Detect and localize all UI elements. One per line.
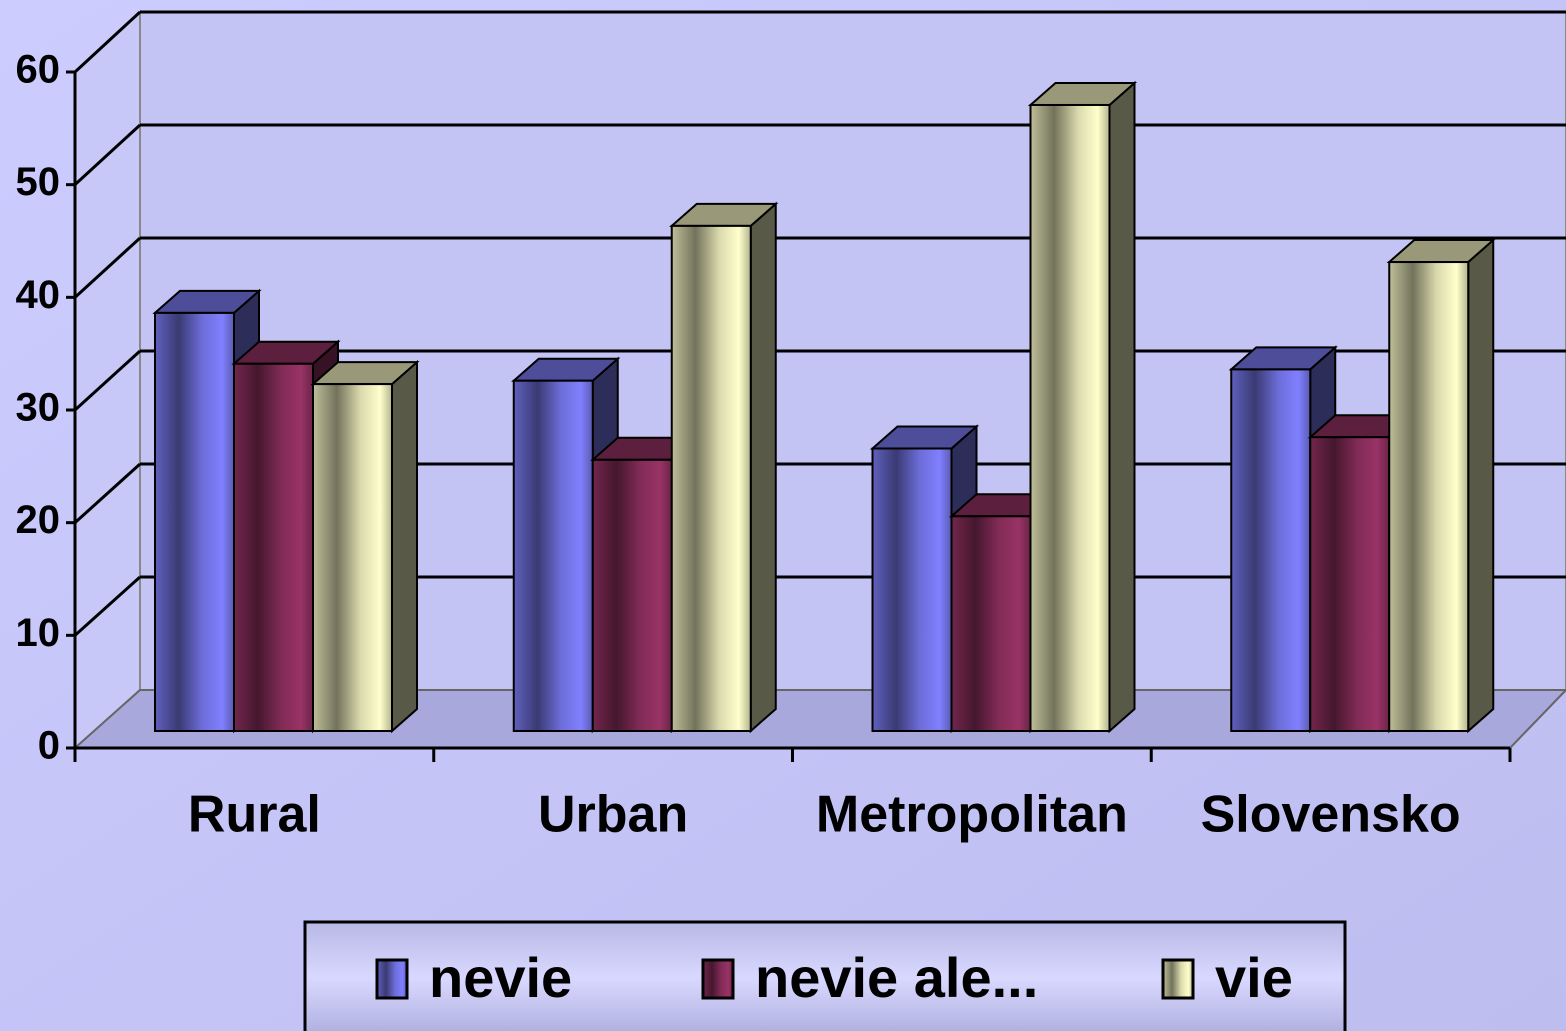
legend-swatch — [1161, 958, 1195, 1000]
y-tick-label: 50 — [16, 160, 61, 204]
legend-label: nevie — [429, 946, 572, 1009]
y-tick-label: 20 — [16, 498, 61, 542]
bar — [1388, 261, 1470, 732]
grid-line — [73, 123, 142, 186]
grid-line — [73, 575, 142, 637]
y-tick-label: 60 — [16, 48, 61, 92]
bar — [233, 362, 314, 732]
bar — [512, 379, 594, 732]
legend-swatch — [375, 958, 409, 1000]
x-tick-label: Metropolitan — [816, 786, 1128, 844]
y-tick-label: 30 — [16, 386, 61, 430]
bar-side — [1108, 80, 1136, 734]
bar-side — [391, 359, 418, 734]
x-tick-label: Slovensko — [1201, 786, 1461, 844]
legend-swatch — [701, 958, 735, 1000]
bar — [591, 458, 673, 732]
bar — [950, 515, 1032, 732]
bar — [871, 447, 953, 732]
y-tick-label: 0 — [38, 724, 60, 768]
y-tick-label: 10 — [16, 611, 61, 655]
grid-line — [73, 236, 142, 299]
legend-label: nevie ale... — [755, 946, 1038, 1009]
legend-label: vie — [1215, 946, 1293, 1009]
bar — [1309, 436, 1391, 732]
grid-line — [73, 462, 142, 524]
x-tick-label: Rural — [188, 786, 321, 844]
x-tick-label: Urban — [538, 786, 688, 844]
bar — [1029, 103, 1111, 733]
bar — [670, 224, 752, 732]
bar-side — [1467, 237, 1495, 734]
y-tick-label: 40 — [16, 273, 61, 317]
bar-side — [749, 201, 777, 734]
bar — [154, 311, 235, 732]
bar — [1230, 368, 1312, 732]
grid-line — [73, 349, 142, 412]
bar — [312, 383, 393, 732]
grid-line — [73, 10, 142, 74]
